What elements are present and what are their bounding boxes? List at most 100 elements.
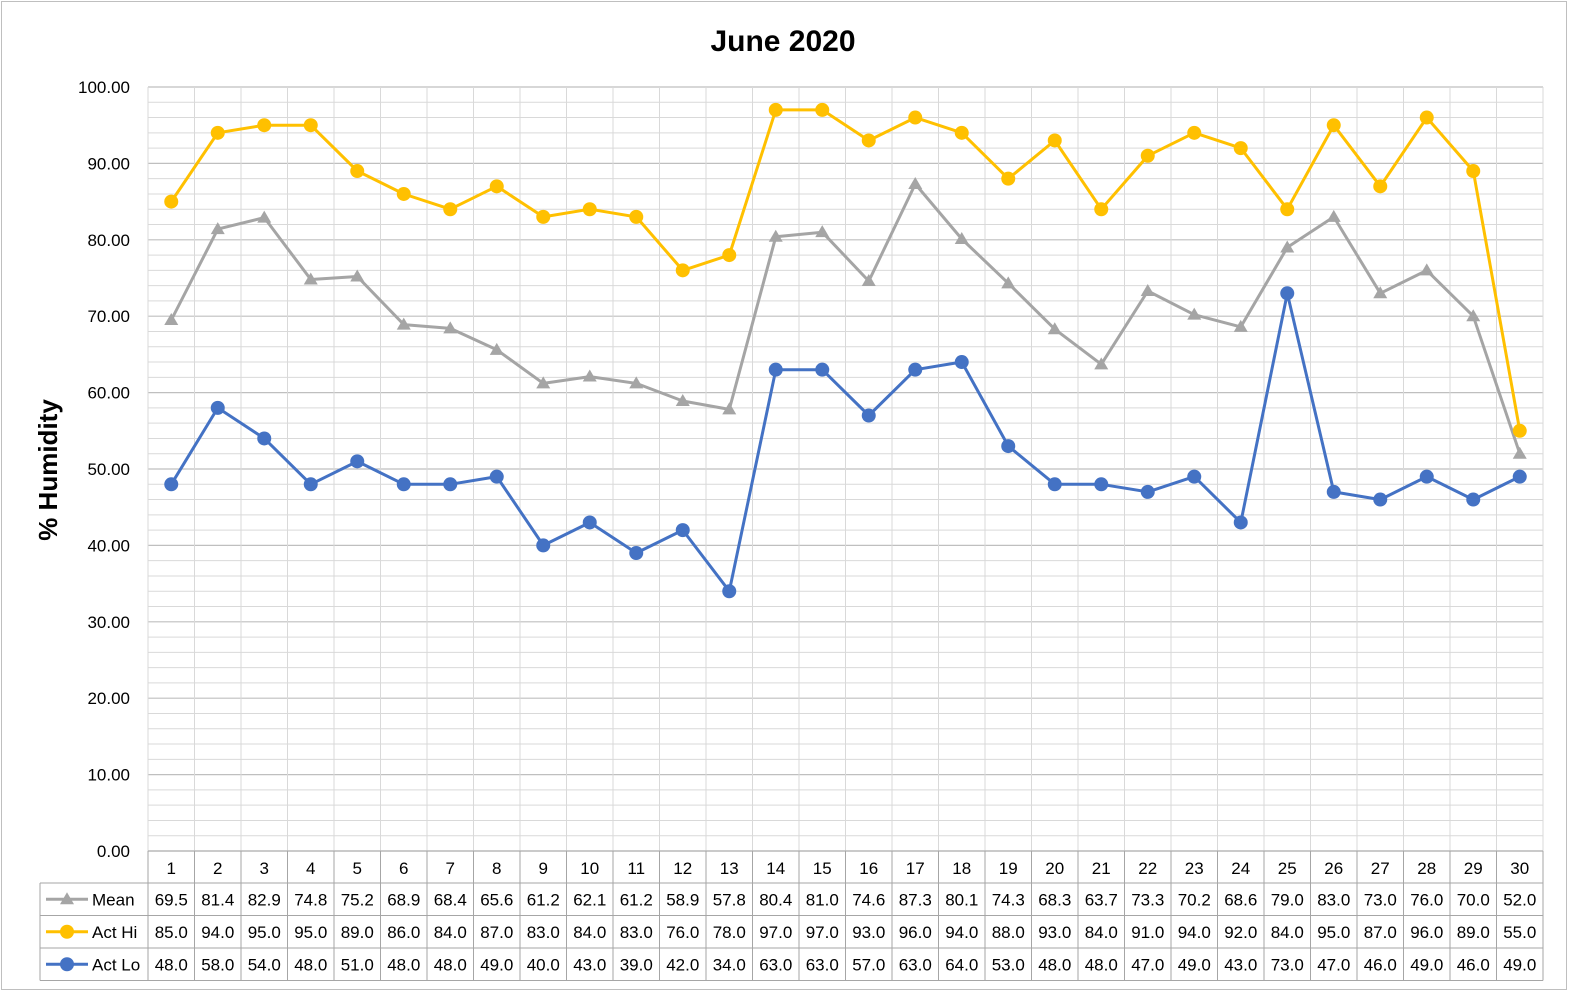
data-label-mean: 68.4 [434, 890, 467, 909]
data-point-act-hi [1419, 110, 1434, 125]
data-point-act-lo [1187, 469, 1202, 484]
data-label-act-hi: 95.0 [294, 923, 327, 942]
data-label-act-lo: 63.0 [806, 955, 839, 974]
data-label-mean: 58.9 [666, 890, 699, 909]
data-point-act-hi [629, 209, 644, 224]
data-point-mean [629, 376, 644, 389]
y-tick-label: 30.00 [87, 613, 130, 632]
data-label-mean: 80.4 [759, 890, 792, 909]
data-label-act-hi: 55.0 [1503, 923, 1536, 942]
data-label-act-lo: 43.0 [573, 955, 606, 974]
data-label-act-hi: 95.0 [248, 923, 281, 942]
data-label-mean: 61.2 [620, 890, 653, 909]
data-label-mean: 74.6 [852, 890, 885, 909]
x-tick-label: 10 [580, 859, 599, 878]
data-label-act-lo: 46.0 [1364, 955, 1397, 974]
data-label-act-lo: 48.0 [294, 955, 327, 974]
y-tick-label: 90.00 [87, 154, 130, 173]
data-point-act-lo [582, 515, 597, 530]
data-label-act-lo: 64.0 [945, 955, 978, 974]
y-tick-label: 10.00 [87, 766, 130, 785]
x-tick-label: 14 [766, 859, 785, 878]
data-label-act-hi: 93.0 [1038, 923, 1071, 942]
data-point-act-hi [1280, 202, 1295, 217]
data-point-act-hi [396, 186, 411, 201]
data-label-act-hi: 89.0 [1457, 923, 1490, 942]
data-label-mean: 80.1 [945, 890, 978, 909]
data-point-act-lo [675, 523, 690, 538]
data-point-act-lo [1233, 515, 1248, 530]
x-tick-label: 15 [813, 859, 832, 878]
data-label-mean: 63.7 [1085, 890, 1118, 909]
data-label-act-hi: 89.0 [341, 923, 374, 942]
data-point-mean [303, 272, 318, 285]
data-point-mean [396, 317, 411, 330]
data-label-act-lo: 49.0 [1178, 955, 1211, 974]
y-tick-label: 70.00 [87, 307, 130, 326]
data-point-mean [815, 225, 830, 238]
data-label-act-hi: 85.0 [155, 923, 188, 942]
x-tick-label: 7 [446, 859, 455, 878]
y-axis-ticks: 0.00 10.00 20.00 30.00 40.00 50.00 60.00 70.00 8… [78, 78, 130, 861]
data-label-mean: 68.6 [1224, 890, 1257, 909]
data-point-mean [861, 274, 876, 287]
data-point-act-lo [1512, 469, 1527, 484]
data-point-act-hi [1512, 423, 1527, 438]
data-label-mean: 74.3 [992, 890, 1025, 909]
data-label-act-lo: 49.0 [480, 955, 513, 974]
data-point-mean [1466, 309, 1481, 322]
data-point-act-hi [164, 194, 179, 209]
data-point-mean [1233, 319, 1248, 332]
x-tick-label: 22 [1138, 859, 1157, 878]
data-label-mean: 70.2 [1178, 890, 1211, 909]
data-label-act-lo: 57.0 [852, 955, 885, 974]
x-tick-label: 13 [720, 859, 739, 878]
data-point-act-lo [1326, 484, 1341, 499]
data-label-act-lo: 49.0 [1503, 955, 1536, 974]
data-label-act-lo: 47.0 [1131, 955, 1164, 974]
data-point-act-hi [954, 125, 969, 140]
data-label-act-hi: 88.0 [992, 923, 1025, 942]
data-point-act-hi [257, 118, 272, 133]
y-tick-label: 80.00 [87, 231, 130, 250]
data-label-act-hi: 76.0 [666, 923, 699, 942]
data-label-mean: 70.0 [1457, 890, 1490, 909]
data-label-mean: 75.2 [341, 890, 374, 909]
x-tick-label: 5 [353, 859, 362, 878]
data-label-act-lo: 48.0 [1085, 955, 1118, 974]
data-point-act-lo [536, 538, 551, 553]
data-label-act-hi: 94.0 [945, 923, 978, 942]
data-label-act-lo: 58.0 [201, 955, 234, 974]
data-point-mean [954, 232, 969, 245]
data-label-mean: 81.4 [201, 890, 234, 909]
data-point-mean [210, 222, 225, 235]
data-point-act-hi [582, 202, 597, 217]
data-label-act-hi: 91.0 [1131, 923, 1164, 942]
data-point-act-lo [908, 362, 923, 377]
data-point-act-hi [1047, 133, 1062, 148]
data-label-act-lo: 48.0 [155, 955, 188, 974]
data-label-mean: 73.3 [1131, 890, 1164, 909]
data-point-act-lo [1419, 469, 1434, 484]
data-point-mean [536, 376, 551, 389]
data-point-act-hi [1233, 141, 1248, 156]
y-tick-label: 100.00 [78, 78, 130, 97]
x-tick-label: 21 [1092, 859, 1111, 878]
data-label-act-lo: 43.0 [1224, 955, 1257, 974]
data-label-mean: 68.9 [387, 890, 420, 909]
x-tick-label: 25 [1278, 859, 1297, 878]
legend-label-mean: Mean [92, 890, 135, 909]
data-point-mean [1326, 209, 1341, 222]
data-point-act-hi [1326, 118, 1341, 133]
data-point-act-hi [908, 110, 923, 125]
data-label-act-lo: 39.0 [620, 955, 653, 974]
data-label-mean: 87.3 [899, 890, 932, 909]
data-point-mean [582, 369, 597, 382]
x-tick-label: 16 [859, 859, 878, 878]
data-label-act-lo: 53.0 [992, 955, 1025, 974]
data-label-act-hi: 78.0 [713, 923, 746, 942]
data-label-act-lo: 49.0 [1410, 955, 1443, 974]
data-point-act-lo [1001, 439, 1016, 454]
data-label-mean: 83.0 [1317, 890, 1350, 909]
